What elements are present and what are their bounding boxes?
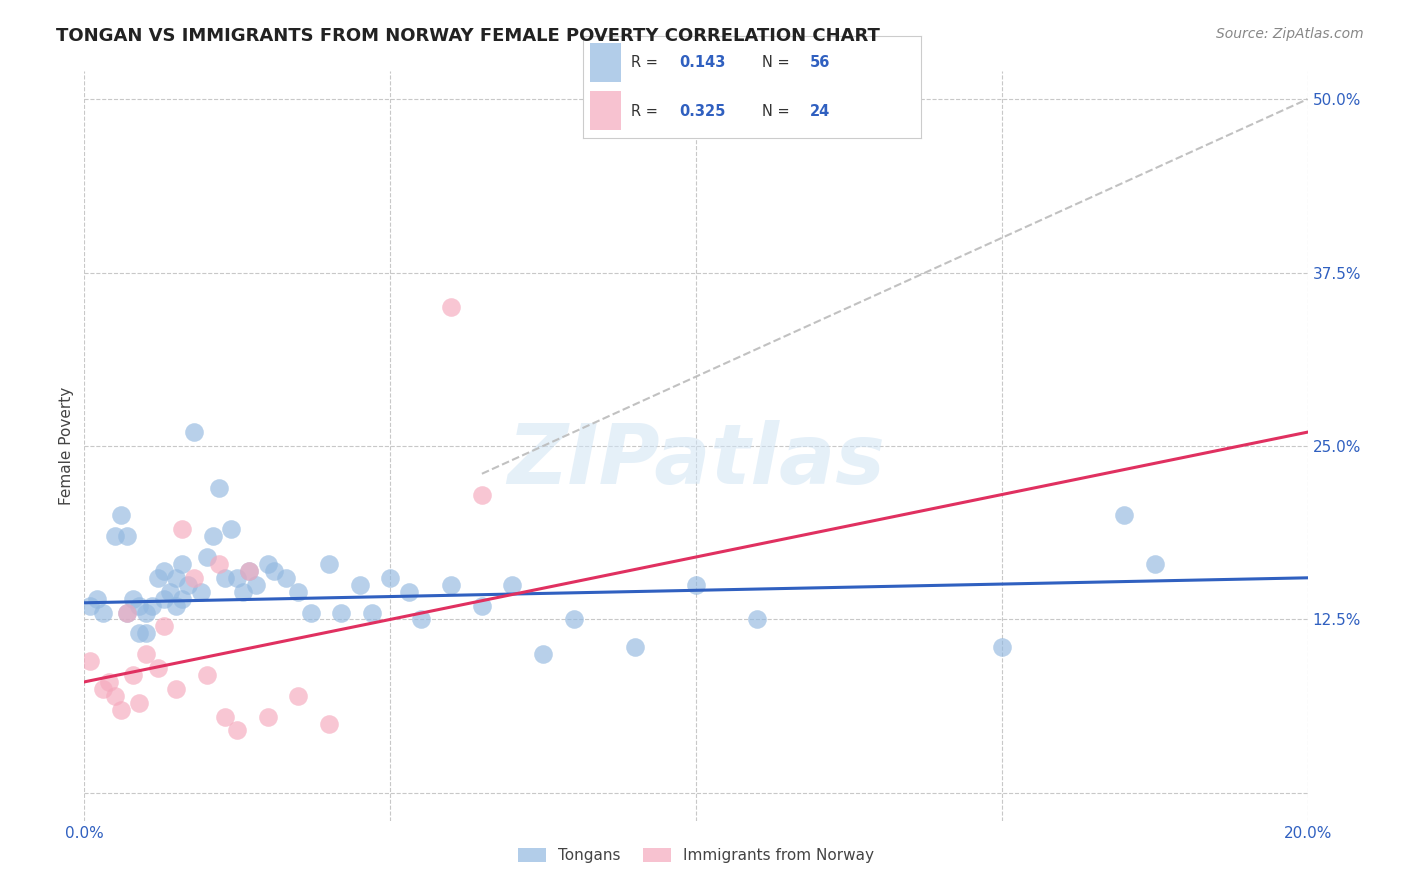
Point	[685, 578, 707, 592]
Point	[562, 612, 585, 626]
Y-axis label: Female Poverty: Female Poverty	[59, 387, 75, 505]
Point	[299, 606, 322, 620]
Point	[183, 425, 205, 439]
Point	[263, 564, 285, 578]
Point	[214, 571, 236, 585]
Point	[238, 564, 260, 578]
Point	[1114, 508, 1136, 523]
Bar	[591, 91, 620, 130]
Point	[214, 709, 236, 723]
Point	[287, 584, 309, 599]
Point	[128, 626, 150, 640]
Point	[172, 557, 194, 571]
Point	[276, 571, 298, 585]
Point	[201, 529, 224, 543]
Bar	[591, 43, 620, 82]
Point	[122, 591, 145, 606]
Point	[183, 571, 205, 585]
Point	[409, 612, 432, 626]
Point	[172, 591, 194, 606]
Point	[502, 578, 524, 592]
Point	[110, 508, 132, 523]
Point	[219, 522, 242, 536]
Point	[208, 557, 231, 571]
Point	[245, 578, 267, 592]
Point	[226, 571, 249, 585]
Point	[146, 661, 169, 675]
Point	[86, 591, 108, 606]
Point	[195, 668, 218, 682]
Point	[440, 578, 463, 592]
Point	[172, 522, 194, 536]
Legend: Tongans, Immigrants from Norway: Tongans, Immigrants from Norway	[512, 842, 880, 869]
Point	[104, 689, 127, 703]
Point	[115, 529, 138, 543]
Text: Source: ZipAtlas.com: Source: ZipAtlas.com	[1216, 27, 1364, 41]
Point	[398, 584, 420, 599]
Point	[115, 606, 138, 620]
Point	[165, 599, 187, 613]
Point	[238, 564, 260, 578]
Point	[440, 300, 463, 314]
Text: R =: R =	[631, 103, 662, 119]
Point	[153, 564, 176, 578]
Point	[128, 696, 150, 710]
Point	[747, 612, 769, 626]
Point	[153, 619, 176, 633]
Point	[135, 647, 157, 661]
Point	[177, 578, 200, 592]
Text: N =: N =	[762, 55, 794, 70]
Point	[257, 709, 280, 723]
Point	[159, 584, 181, 599]
Point	[232, 584, 254, 599]
Point	[91, 681, 114, 696]
Point	[624, 640, 647, 655]
Text: 0.325: 0.325	[679, 103, 725, 119]
Point	[165, 681, 187, 696]
Text: N =: N =	[762, 103, 794, 119]
Point	[531, 647, 554, 661]
Point	[226, 723, 249, 738]
Point	[318, 716, 340, 731]
Point	[79, 599, 101, 613]
Point	[471, 599, 494, 613]
Point	[153, 591, 176, 606]
Point	[318, 557, 340, 571]
Point	[115, 606, 138, 620]
Point	[287, 689, 309, 703]
Text: 0.143: 0.143	[679, 55, 725, 70]
Point	[165, 571, 187, 585]
Point	[380, 571, 402, 585]
Point	[991, 640, 1014, 655]
Point	[122, 668, 145, 682]
Point	[79, 654, 101, 668]
Text: 24: 24	[810, 103, 830, 119]
Point	[110, 703, 132, 717]
Point	[471, 487, 494, 501]
Point	[135, 626, 157, 640]
Text: 56: 56	[810, 55, 830, 70]
Point	[360, 606, 382, 620]
Point	[135, 606, 157, 620]
Point	[257, 557, 280, 571]
Point	[91, 606, 114, 620]
Text: ZIPatlas: ZIPatlas	[508, 420, 884, 501]
Point	[190, 584, 212, 599]
Point	[104, 529, 127, 543]
Point	[330, 606, 353, 620]
Point	[208, 481, 231, 495]
Text: R =: R =	[631, 55, 662, 70]
Point	[97, 674, 120, 689]
Point	[349, 578, 371, 592]
Point	[195, 549, 218, 564]
Point	[1143, 557, 1166, 571]
Text: TONGAN VS IMMIGRANTS FROM NORWAY FEMALE POVERTY CORRELATION CHART: TONGAN VS IMMIGRANTS FROM NORWAY FEMALE …	[56, 27, 880, 45]
Point	[128, 599, 150, 613]
Point	[141, 599, 163, 613]
Point	[146, 571, 169, 585]
